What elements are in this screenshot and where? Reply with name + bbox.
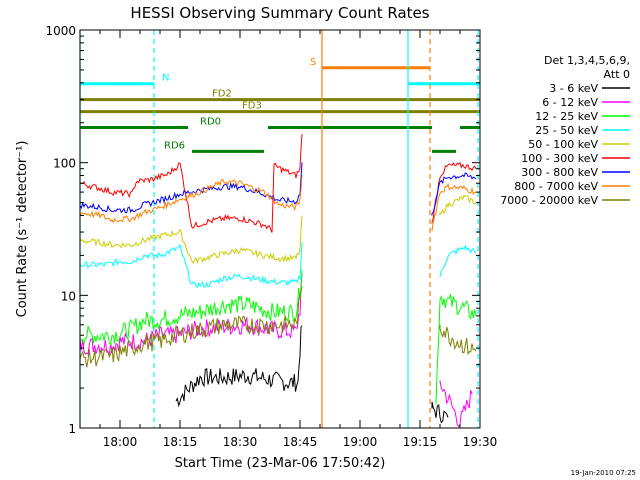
axes: 18:00 18:15 18:30 18:45 19:00 19:15 19:30 1 10 10… — [45, 24, 497, 449]
series-line-12-25-kev — [80, 269, 477, 405]
x-tick-label: 18:45 — [283, 435, 318, 449]
state-bar-label-n: N — [162, 73, 169, 84]
y-tick-label: 100 — [53, 157, 76, 171]
legend-header: Det 1,3,4,5,6,9, — [544, 54, 630, 67]
y-tick-label: 10 — [61, 289, 76, 303]
legend-label-6-12-kev: 6 - 12 keV — [542, 96, 598, 109]
legend-label-12-25-kev: 12 - 25 keV — [535, 110, 598, 123]
legend-label-7000-20000-kev: 7000 - 20000 keV — [500, 194, 598, 207]
legend-label-300-800-kev: 300 - 800 keV — [521, 166, 598, 179]
legend-label-50-100-kev: 50 - 100 keV — [528, 138, 598, 151]
state-bar-label-fd3: FD3 — [242, 101, 262, 112]
legend-label-100-300-kev: 100 - 300 keV — [521, 152, 598, 165]
legend-label-800-7000-kev: 800 - 7000 keV — [514, 180, 598, 193]
y-axis-label: Count Rate (s⁻¹ detector⁻¹) — [15, 141, 30, 318]
x-tick-label: 18:00 — [103, 435, 138, 449]
state-bars: N S FD2 FD3 RD0 RD6 — [80, 57, 480, 153]
state-bar-label-fd2: FD2 — [212, 89, 232, 100]
y-tick-label: 1 — [68, 422, 76, 436]
plot-frame — [79, 29, 481, 429]
x-axis-label: Start Time (23-Mar-06 17:50:42) — [175, 456, 386, 471]
series-line-800-7000-kev — [80, 174, 477, 232]
x-tick-label: 19:00 — [343, 435, 378, 449]
series-line-50-100-kev — [80, 194, 477, 265]
state-bar-label-rd6: RD6 — [164, 140, 185, 151]
legend-header-att: Att 0 — [604, 68, 630, 81]
mode-lines — [79, 30, 479, 428]
series-lines — [80, 133, 477, 428]
legend-label-3-6-kev: 3 - 6 keV — [549, 82, 598, 95]
x-tick-label: 19:30 — [463, 435, 498, 449]
x-tick-label: 18:15 — [163, 435, 198, 449]
y-tick-label: 1000 — [45, 24, 76, 38]
series-line-300-800-kev — [80, 162, 477, 216]
x-tick-label: 18:30 — [223, 435, 258, 449]
series-line-6-12-kev — [80, 273, 473, 428]
series-line-7000-20000-kev — [80, 286, 477, 368]
series-line-3-6-kev — [175, 325, 449, 424]
x-tick-label: 19:15 — [403, 435, 438, 449]
state-bar-label-s: S — [310, 57, 316, 68]
series-line-100-300-kev — [80, 133, 477, 233]
state-bar-label-rd0: RD0 — [200, 117, 221, 128]
legend-label-25-50-kev: 25 - 50 keV — [535, 124, 598, 137]
footer-date: 19-Jan-2010 07:25 — [571, 469, 636, 477]
series-line-25-50-kev — [80, 242, 476, 289]
chart-title: HESSI Observing Summary Count Rates — [130, 4, 429, 22]
